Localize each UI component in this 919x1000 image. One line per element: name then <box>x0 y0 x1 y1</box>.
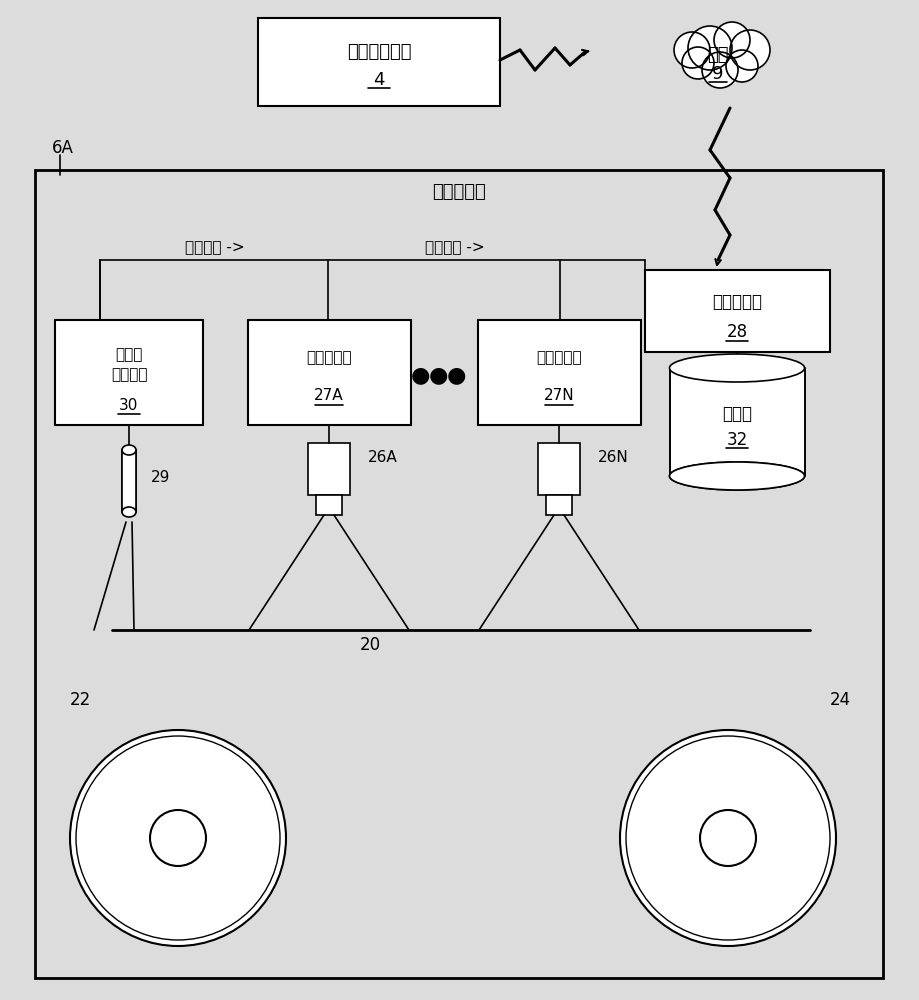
Text: 采集计算机: 采集计算机 <box>306 351 352 365</box>
Ellipse shape <box>670 462 804 490</box>
Text: 分析计算机: 分析计算机 <box>712 293 762 311</box>
Text: 22: 22 <box>69 691 91 709</box>
Text: ●: ● <box>447 365 466 385</box>
Bar <box>538 443 580 495</box>
Text: 幅材制造厂: 幅材制造厂 <box>432 183 486 201</box>
Text: 记控制器: 记控制器 <box>111 367 147 382</box>
Circle shape <box>730 30 770 70</box>
Text: 9: 9 <box>712 65 724 83</box>
Text: 20: 20 <box>359 636 380 654</box>
Text: 32: 32 <box>726 431 748 449</box>
Circle shape <box>620 730 836 946</box>
Bar <box>258 18 500 106</box>
Text: 图像数据 ->: 图像数据 -> <box>425 240 485 255</box>
Circle shape <box>682 47 714 79</box>
Text: 4: 4 <box>373 71 385 89</box>
Ellipse shape <box>670 462 804 490</box>
Text: 30: 30 <box>119 397 139 412</box>
Bar <box>546 495 572 515</box>
Ellipse shape <box>670 354 804 382</box>
Circle shape <box>702 52 738 88</box>
Circle shape <box>693 30 749 86</box>
Text: 位置数据 ->: 位置数据 -> <box>186 240 244 255</box>
Circle shape <box>150 810 206 866</box>
Bar <box>308 443 350 495</box>
Text: 27N: 27N <box>544 387 574 402</box>
Text: 数据库: 数据库 <box>722 405 752 423</box>
Circle shape <box>714 22 750 58</box>
Ellipse shape <box>122 507 136 517</box>
Text: 28: 28 <box>726 323 747 341</box>
Text: 基准标: 基准标 <box>115 348 142 362</box>
Bar <box>645 270 830 352</box>
Circle shape <box>700 810 756 866</box>
Bar <box>55 320 203 425</box>
Bar <box>670 368 804 476</box>
Text: ●: ● <box>410 365 430 385</box>
Text: 24: 24 <box>830 691 851 709</box>
Circle shape <box>70 730 286 946</box>
Bar <box>35 170 883 978</box>
Ellipse shape <box>122 445 136 455</box>
Text: 6A: 6A <box>52 139 74 157</box>
Circle shape <box>688 26 732 70</box>
Text: 29: 29 <box>151 471 170 486</box>
Text: 网络: 网络 <box>708 46 729 64</box>
Bar <box>478 320 641 425</box>
Bar <box>248 320 411 425</box>
Text: 26A: 26A <box>368 450 398 466</box>
Text: 26N: 26N <box>598 450 629 466</box>
Bar <box>122 450 136 512</box>
Text: 转换控制系统: 转换控制系统 <box>346 43 411 61</box>
Text: 27A: 27A <box>314 387 344 402</box>
Circle shape <box>726 50 758 82</box>
Text: 采集计算机: 采集计算机 <box>536 351 582 365</box>
Circle shape <box>674 32 710 68</box>
Bar <box>316 495 342 515</box>
Text: ●: ● <box>428 365 448 385</box>
